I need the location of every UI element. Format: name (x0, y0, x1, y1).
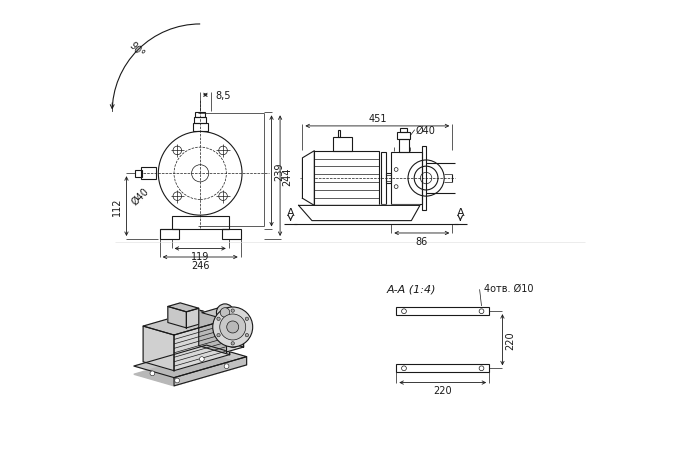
Bar (391, 153, 422, 205)
Polygon shape (143, 310, 230, 335)
Bar (386, 173, 391, 184)
Circle shape (217, 317, 220, 321)
Bar (381, 153, 386, 205)
Polygon shape (168, 307, 186, 328)
Bar (333, 138, 352, 151)
Text: 86: 86 (416, 237, 428, 246)
Bar (396, 308, 489, 316)
Bar (400, 129, 407, 133)
Text: 8,5: 8,5 (216, 90, 231, 100)
Polygon shape (134, 346, 246, 378)
Circle shape (231, 342, 234, 345)
Polygon shape (299, 206, 420, 221)
Circle shape (245, 317, 248, 321)
Circle shape (225, 332, 241, 347)
Text: Ø40: Ø40 (130, 186, 151, 207)
Circle shape (216, 304, 234, 321)
Bar (195, 113, 205, 118)
Bar (160, 230, 178, 239)
Text: 4отв. Ø10: 4отв. Ø10 (484, 284, 534, 294)
Circle shape (199, 357, 204, 362)
Polygon shape (227, 315, 244, 352)
Bar (397, 133, 410, 139)
Circle shape (150, 371, 155, 376)
Circle shape (175, 378, 179, 383)
Text: 246: 246 (191, 260, 209, 270)
Text: Ø40: Ø40 (415, 126, 435, 136)
Polygon shape (219, 308, 244, 347)
Bar (422, 147, 426, 210)
Circle shape (220, 308, 230, 317)
Polygon shape (168, 303, 199, 312)
Bar (135, 170, 141, 178)
Bar (398, 139, 409, 153)
Polygon shape (174, 319, 230, 371)
Text: A: A (287, 208, 295, 218)
Polygon shape (199, 310, 230, 355)
Circle shape (213, 307, 253, 347)
Circle shape (217, 334, 220, 337)
Text: 220: 220 (505, 331, 515, 349)
Bar (141, 168, 156, 180)
Circle shape (227, 321, 239, 333)
Polygon shape (302, 151, 314, 206)
Circle shape (224, 364, 229, 369)
Circle shape (220, 314, 246, 340)
Text: 239: 239 (274, 162, 284, 181)
Text: 244: 244 (283, 167, 293, 186)
Polygon shape (202, 308, 244, 320)
Bar (194, 118, 206, 124)
Circle shape (231, 309, 234, 313)
Polygon shape (186, 308, 199, 328)
Text: A-A (1:4): A-A (1:4) (387, 284, 436, 294)
Text: 90°: 90° (127, 40, 146, 59)
Bar (172, 217, 229, 230)
Text: 112: 112 (112, 198, 122, 216)
Bar (396, 365, 489, 372)
Polygon shape (174, 357, 246, 386)
Text: 220: 220 (433, 386, 452, 396)
Bar (314, 151, 379, 206)
Text: 451: 451 (368, 114, 386, 124)
Text: 119: 119 (191, 252, 209, 262)
Text: A: A (456, 208, 464, 218)
Polygon shape (143, 327, 174, 371)
Polygon shape (134, 354, 246, 386)
Bar (222, 230, 241, 239)
Bar (193, 124, 208, 132)
Circle shape (245, 334, 248, 337)
Bar (338, 131, 340, 138)
